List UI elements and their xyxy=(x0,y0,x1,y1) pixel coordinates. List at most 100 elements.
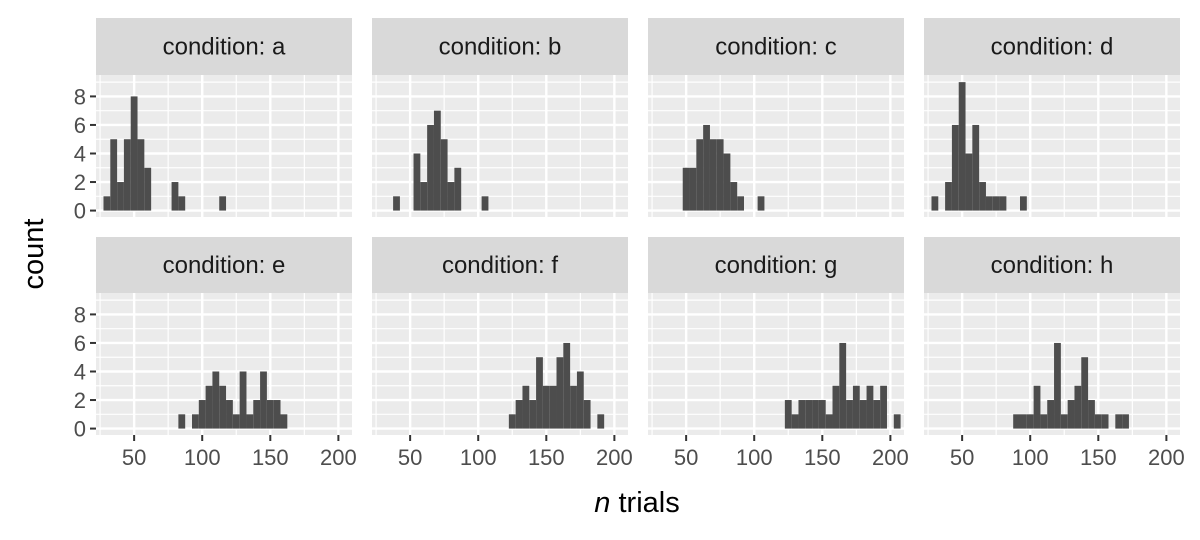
histogram-bar xyxy=(393,196,400,211)
y-tick-label: 2 xyxy=(74,388,86,413)
histogram-bar xyxy=(730,182,738,211)
facet-strip xyxy=(372,18,628,75)
facet-panel-g: condition: g xyxy=(648,237,904,435)
facet-panels: condition: a condition: b condition: c cond… xyxy=(96,18,1180,435)
histogram-bar xyxy=(144,167,152,211)
histogram-bar xyxy=(1094,414,1102,429)
facet-strip xyxy=(96,18,352,75)
facet-strip xyxy=(924,237,1180,293)
facet-strip-label: condition: g xyxy=(715,252,838,279)
histogram-bar xyxy=(839,342,847,429)
histogram-bar xyxy=(239,371,247,429)
histogram-bar xyxy=(818,400,826,429)
histogram-bar xyxy=(563,342,571,429)
histogram-bar xyxy=(454,167,462,211)
histogram-bar xyxy=(433,110,441,211)
histogram-bar xyxy=(536,357,543,429)
histogram-bar xyxy=(931,196,939,211)
histogram-bar xyxy=(260,371,267,429)
facet-panel-a: condition: a xyxy=(96,18,352,217)
histogram-bar xyxy=(556,357,564,429)
histogram-bar xyxy=(542,385,550,429)
facet-strip xyxy=(648,18,904,75)
histogram-bar xyxy=(481,196,489,211)
histogram-bar xyxy=(805,400,813,429)
histogram-bar xyxy=(992,196,1000,211)
histogram-bar xyxy=(1060,414,1068,429)
histogram-bar xyxy=(192,414,199,429)
histogram-bar xyxy=(972,124,980,211)
histogram-bar xyxy=(219,196,227,211)
y-tick-label: 8 xyxy=(74,302,86,327)
histogram-bar xyxy=(205,385,213,429)
x-tick-label: 50 xyxy=(398,445,422,470)
x-axis-title-italic: n xyxy=(594,487,610,519)
histogram-bar xyxy=(965,153,973,211)
histogram-bar xyxy=(515,400,523,429)
histogram-bar xyxy=(576,371,584,429)
histogram-bar xyxy=(1013,414,1020,429)
y-tick-label: 4 xyxy=(74,359,86,384)
histogram-bar xyxy=(420,182,428,211)
facet-panel-c: condition: c xyxy=(648,18,904,217)
x-tick-label: 50 xyxy=(122,445,146,470)
x-tick-label: 100 xyxy=(460,445,497,470)
histogram-bar xyxy=(737,196,744,211)
histogram-bar xyxy=(784,400,792,429)
histogram-bar xyxy=(1081,357,1089,429)
histogram-bar xyxy=(447,182,455,211)
histogram-bar xyxy=(846,400,853,429)
x-tick-label: 150 xyxy=(252,445,289,470)
histogram-bar xyxy=(508,414,516,429)
histogram-bar xyxy=(137,139,145,211)
x-tick-label: 150 xyxy=(1080,445,1117,470)
histogram-bar xyxy=(873,400,881,429)
histogram-bar xyxy=(178,414,186,429)
histogram-bar xyxy=(246,414,254,429)
y-tick-label: 6 xyxy=(74,331,86,356)
facet-strip-label: condition: c xyxy=(715,34,836,61)
y-tick-label: 0 xyxy=(74,417,86,442)
y-tick-label: 6 xyxy=(74,113,86,138)
x-tick-label: 200 xyxy=(872,445,909,470)
histogram-bar xyxy=(1047,400,1055,429)
histogram-bar xyxy=(985,196,993,211)
histogram-bar xyxy=(103,196,111,211)
histogram-bar xyxy=(570,385,577,429)
histogram-bar xyxy=(723,153,731,211)
facet-strip-label: condition: h xyxy=(991,252,1114,279)
histogram-bar xyxy=(280,414,288,429)
histogram-bar xyxy=(682,167,690,211)
histogram-bar xyxy=(852,385,860,429)
x-tick-label: 200 xyxy=(596,445,633,470)
facet-panel-d: condition: d xyxy=(924,18,1180,217)
histogram-bar xyxy=(951,124,959,211)
x-tick-label: 200 xyxy=(320,445,357,470)
histogram-bar xyxy=(198,400,206,429)
histogram-bar xyxy=(1020,414,1027,429)
histogram-bar xyxy=(999,196,1007,211)
histogram-bar xyxy=(757,196,765,211)
x-tick-label: 100 xyxy=(184,445,221,470)
histogram-bar xyxy=(110,139,118,211)
histogram-bar xyxy=(1101,414,1109,429)
histogram-bar xyxy=(440,139,448,211)
facet-strip-label: condition: d xyxy=(991,34,1114,61)
histogram-bar xyxy=(529,400,537,429)
histogram-bar xyxy=(253,400,261,429)
facet-panel-h: condition: h xyxy=(924,237,1180,435)
histogram-bar xyxy=(825,414,833,429)
histogram-bar xyxy=(689,167,697,211)
x-tick-label: 100 xyxy=(1012,445,1049,470)
histogram-bar xyxy=(178,196,186,211)
x-tick-label: 200 xyxy=(1148,445,1185,470)
histogram-bar xyxy=(1074,385,1082,429)
x-axis-title-rest: trials xyxy=(610,487,679,519)
histogram-bar xyxy=(219,385,227,429)
facet-panel-e: condition: e xyxy=(96,237,352,435)
x-axis-title: n trials xyxy=(594,487,679,519)
x-tick-label: 50 xyxy=(950,445,974,470)
histogram-bar xyxy=(798,400,806,429)
histogram-bar xyxy=(1026,414,1034,429)
